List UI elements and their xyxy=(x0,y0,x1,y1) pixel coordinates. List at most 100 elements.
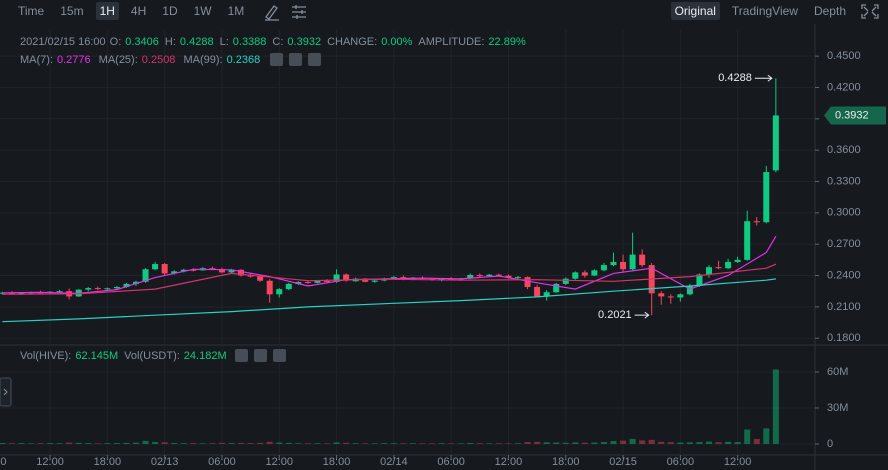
candle-body xyxy=(438,278,445,280)
y-tick-label: 0.3000 xyxy=(827,207,861,219)
ma-value: 0.2368 xyxy=(226,53,261,66)
quote-volume-label: Vol(USDT): xyxy=(124,349,180,362)
amplitude-value: 22.89% xyxy=(488,36,526,48)
volume-bar xyxy=(429,443,436,444)
volume-bar xyxy=(734,442,741,444)
y-tick-label: 0.1800 xyxy=(827,332,861,344)
eye-icon[interactable] xyxy=(270,53,284,66)
candle-body xyxy=(218,269,225,273)
candle-time: 2021/02/15 16:00 xyxy=(20,36,106,48)
interval-tab[interactable]: 1D xyxy=(162,4,178,18)
volume-bar xyxy=(591,442,598,444)
candle-body xyxy=(238,269,245,276)
y-tick-label: 0.2100 xyxy=(827,301,861,313)
interval-tab[interactable]: 4H xyxy=(130,4,147,18)
volume-bar xyxy=(715,442,722,444)
x-tick-label: 18:00 xyxy=(0,456,7,468)
volume-bar xyxy=(409,443,416,444)
y2-tick-label: 30M xyxy=(827,402,848,414)
candle-body xyxy=(753,221,760,223)
volume-bar xyxy=(199,443,206,444)
tool-icons[interactable] xyxy=(260,0,320,22)
volume-bar xyxy=(333,442,340,444)
volume-legend: Vol(HIVE): 62.145M Vol(USDT): 24.182M xyxy=(20,349,286,362)
volume-bar xyxy=(123,442,130,444)
close-icon[interactable] xyxy=(272,349,286,362)
x-tick-label: 06:00 xyxy=(667,456,695,468)
interval-tab[interactable]: 1M xyxy=(227,4,245,18)
collapse-tab[interactable] xyxy=(0,377,12,407)
low-arrow xyxy=(634,311,650,319)
volume-bar xyxy=(247,443,254,444)
volume-bar xyxy=(677,442,684,444)
high-arrow xyxy=(754,74,773,82)
eye-icon[interactable] xyxy=(234,349,248,362)
toolbar: Time 15m 1H 4H 1D 1W 1M Original TradingView Dep… xyxy=(0,0,888,22)
volume-bar xyxy=(104,443,111,444)
volume-bar xyxy=(295,443,302,444)
candle-body xyxy=(85,288,92,290)
volume-bar xyxy=(8,443,15,444)
volume-bar xyxy=(438,443,445,444)
last-price-tag xyxy=(824,106,886,125)
volume-bar xyxy=(486,443,493,444)
x-tick-label: 06:00 xyxy=(208,456,236,468)
candle-body xyxy=(553,283,560,293)
close-icon[interactable] xyxy=(308,53,322,66)
volume-bar xyxy=(228,443,235,444)
interval-tab[interactable]: Time xyxy=(18,4,45,18)
volume-bar xyxy=(180,443,187,444)
settings-icon[interactable] xyxy=(253,349,267,362)
volume-bar xyxy=(610,441,617,444)
ma-value: 0.2776 xyxy=(57,53,91,66)
y2-tick-label: 0 xyxy=(827,438,833,450)
volume-bar xyxy=(725,441,732,444)
y-tick-label: 0.4500 xyxy=(827,50,861,62)
volume-bar xyxy=(161,442,168,444)
x-tick-label: 12:00 xyxy=(724,456,752,468)
candle-body xyxy=(228,269,235,273)
view-tab[interactable]: Depth xyxy=(813,4,846,18)
volume-bar xyxy=(362,443,369,444)
interval-tab[interactable]: 1H xyxy=(95,2,119,20)
x-tick-label: 02/15 xyxy=(609,456,637,468)
y2-tick-label: 60M xyxy=(827,366,848,378)
volume-bar xyxy=(772,369,779,444)
candle-body xyxy=(476,275,483,277)
volume-bar xyxy=(667,442,674,444)
volume-bar xyxy=(457,443,464,444)
settings-icon[interactable] xyxy=(289,53,303,66)
volume-bar xyxy=(648,439,655,444)
volume-bar xyxy=(629,438,636,444)
x-tick-label: 02/14 xyxy=(380,456,408,468)
volume-bar xyxy=(562,442,569,444)
candle-body xyxy=(486,274,493,277)
candle-body xyxy=(572,272,579,279)
interval-tab[interactable]: 1W xyxy=(193,4,212,18)
interval-tab[interactable]: 15m xyxy=(60,4,84,18)
view-tab[interactable]: TradingView xyxy=(731,4,798,18)
candle-body xyxy=(295,282,302,284)
volume-bar xyxy=(744,429,751,444)
volume-bar xyxy=(152,442,159,444)
volume-value: 62.145M xyxy=(75,349,119,362)
candle-body xyxy=(276,289,283,295)
candle-body xyxy=(725,261,732,269)
candle-body xyxy=(171,271,178,274)
volume-bar xyxy=(534,441,541,444)
volume-bar xyxy=(171,443,178,444)
volume-bar xyxy=(343,442,350,444)
ma-line xyxy=(2,278,776,323)
fullscreen-icon[interactable] xyxy=(858,0,888,22)
volume-bar xyxy=(94,443,101,444)
volume-bar xyxy=(686,442,693,444)
candle-body xyxy=(658,293,665,297)
volume-bar xyxy=(515,443,521,444)
view-tab[interactable]: Original xyxy=(670,2,720,20)
x-tick-label: 12:00 xyxy=(495,456,523,468)
candle-body xyxy=(686,285,693,295)
candle-body xyxy=(591,270,598,276)
candle-body xyxy=(142,269,149,282)
candle-body xyxy=(152,264,159,270)
